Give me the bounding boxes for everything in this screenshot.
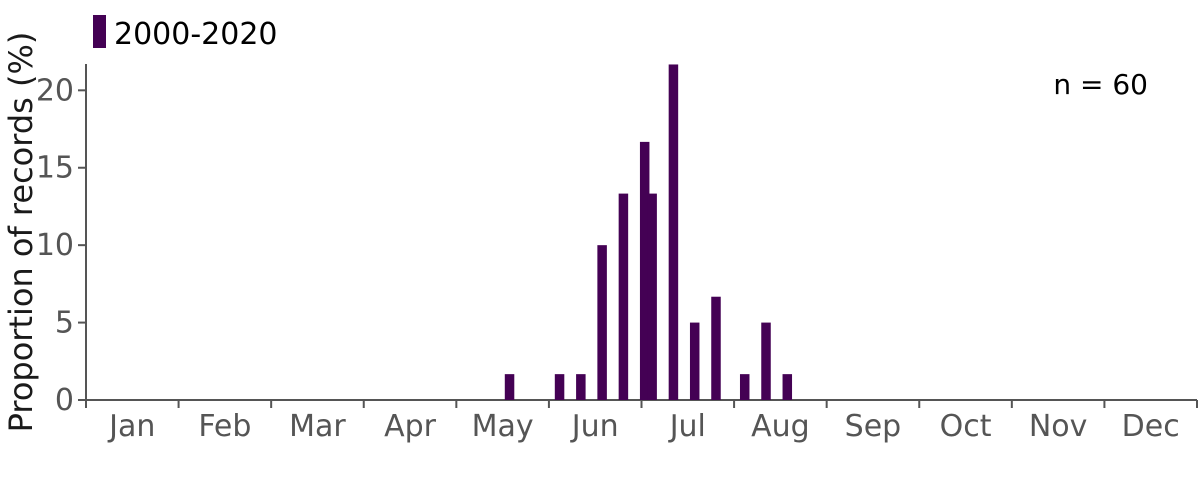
x-tick-label-sep: Sep xyxy=(845,409,902,444)
bar-may-wk3 xyxy=(504,374,515,400)
bar-jul-wk4 xyxy=(711,296,721,400)
bar-aug-wk1 xyxy=(739,374,750,400)
y-tick-label: 20 xyxy=(36,73,74,108)
legend: 2000-2020 xyxy=(93,15,278,52)
bars xyxy=(504,64,793,401)
y-axis-title: Proportion of records (%) xyxy=(2,32,40,433)
bar-jun-wk5 xyxy=(639,141,650,401)
y-tick-label: 0 xyxy=(55,383,74,418)
x-ticks: Jan Feb Mar Apr May Jun Jul Aug Sep Oct Nov Dec xyxy=(85,400,1198,444)
bar-jul-wk1 xyxy=(647,193,657,400)
bar-aug-wk3 xyxy=(782,374,793,400)
bar-jun-wk3 xyxy=(597,245,607,400)
x-tick-label-jul: Jul xyxy=(668,409,706,444)
bar-jul-wk2 xyxy=(668,64,679,401)
bar-jul-wk3 xyxy=(689,322,700,400)
x-tick-label-apr: Apr xyxy=(384,409,437,444)
bar-jun-wk4 xyxy=(618,193,629,400)
x-tick-label-dec: Dec xyxy=(1122,409,1180,444)
x-tick-label-oct: Oct xyxy=(940,409,992,444)
legend-label: 2000-2020 xyxy=(114,17,278,52)
x-tick-label-jan: Jan xyxy=(107,409,155,444)
x-tick-label-jun: Jun xyxy=(570,409,619,444)
bar-aug-wk2 xyxy=(761,322,771,400)
x-tick-label-aug: Aug xyxy=(751,409,810,444)
y-ticks: 0 5 10 15 20 xyxy=(36,73,86,418)
x-tick-label-feb: Feb xyxy=(198,409,251,444)
bar-jun-wk1 xyxy=(554,374,565,400)
y-tick-label: 15 xyxy=(36,151,74,186)
y-tick-label: 10 xyxy=(36,228,74,263)
sample-size-annotation: n = 60 xyxy=(1053,68,1148,101)
x-tick-label-may: May xyxy=(472,409,534,444)
x-tick-label-mar: Mar xyxy=(289,409,346,444)
x-tick-label-nov: Nov xyxy=(1029,409,1088,444)
bar-jun-wk2 xyxy=(576,374,586,400)
legend-swatch xyxy=(93,15,106,48)
y-tick-label: 5 xyxy=(55,306,74,341)
